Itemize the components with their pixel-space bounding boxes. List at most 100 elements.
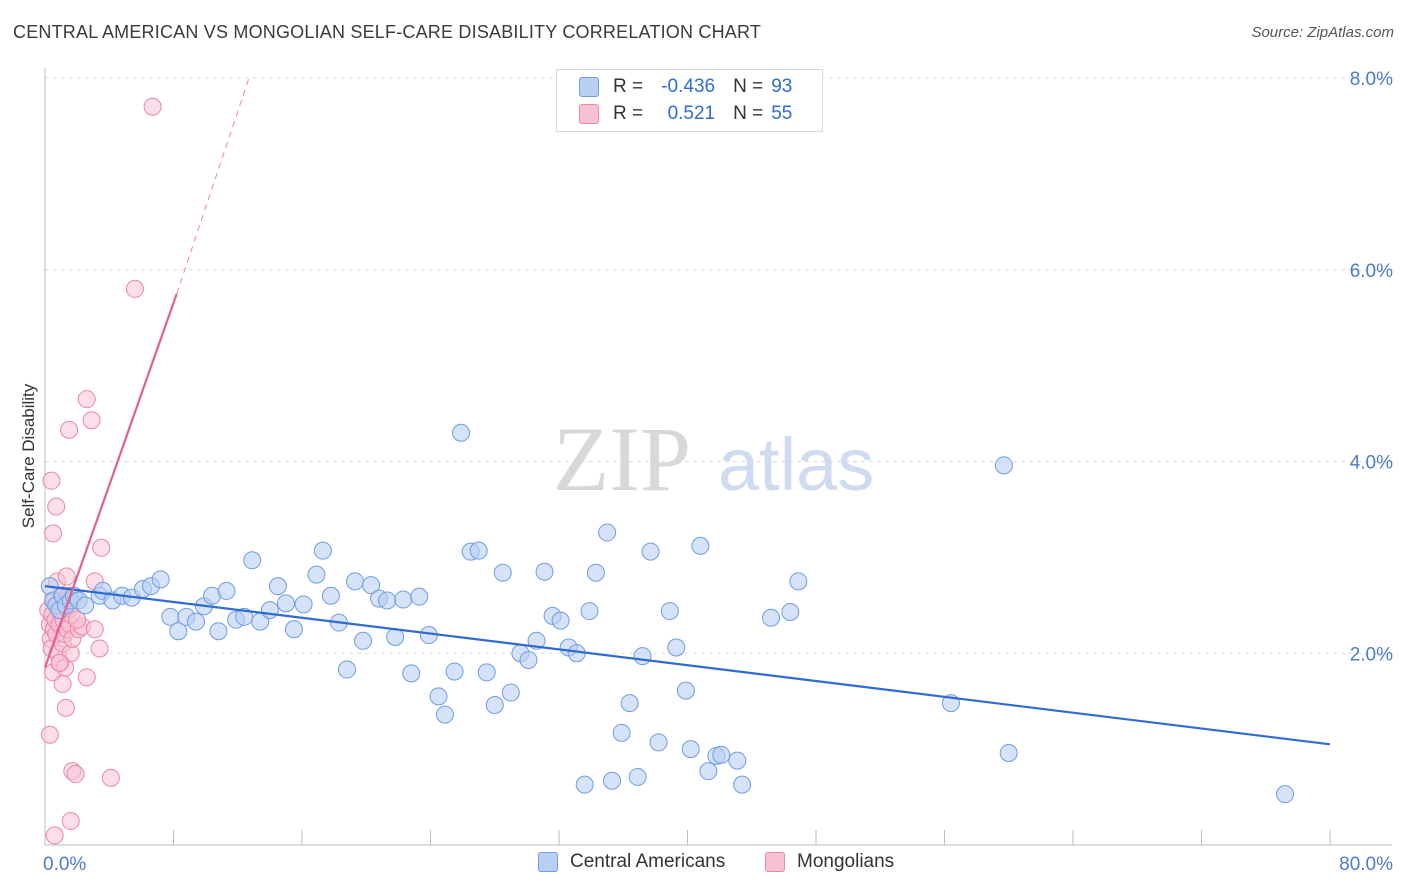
- mongolians-point: [60, 420, 79, 439]
- central-americans-point: [667, 638, 686, 657]
- mongolians-point: [85, 620, 104, 639]
- central-americans-point: [501, 683, 520, 702]
- watermark-zip: ZIP: [553, 408, 691, 510]
- central-americans-point: [354, 631, 373, 650]
- central-americans-point: [641, 542, 660, 561]
- mongolians-point: [50, 653, 69, 672]
- central-americans-point: [620, 694, 639, 713]
- legend-n-label: N =: [733, 76, 764, 97]
- central-americans-point: [535, 562, 554, 581]
- central-americans-point: [337, 660, 356, 679]
- mongolians-point: [40, 725, 59, 744]
- chart-title: CENTRAL AMERICAN VS MONGOLIAN SELF-CARE …: [13, 22, 762, 42]
- central-americans-point: [445, 662, 464, 681]
- central-americans-point: [691, 536, 710, 555]
- central-americans-point: [435, 705, 454, 724]
- central-americans-point: [209, 622, 228, 641]
- central-americans-point: [598, 523, 617, 542]
- correlation-legend: R = -0.436 N = 93 R = 0.521 N = 55: [556, 69, 823, 132]
- central-americans-point: [733, 775, 752, 794]
- central-americans-point: [712, 745, 731, 764]
- legend-r-label: R =: [613, 76, 644, 97]
- central-americans-point: [649, 733, 668, 752]
- y-tick-label: 6.0%: [1350, 261, 1393, 282]
- central-americans-point: [378, 591, 397, 610]
- central-americans-point: [276, 594, 295, 613]
- central-americans-point: [477, 663, 496, 682]
- legend-n-value: 93: [771, 76, 793, 97]
- blue-swatch: [579, 77, 599, 97]
- mongolians-point: [92, 538, 111, 557]
- series-name: Mongolians: [797, 851, 895, 872]
- mongolians-point: [42, 471, 61, 490]
- central-americans-point: [628, 767, 647, 786]
- mongolians-trend-extension: [176, 77, 250, 294]
- chart-source: Source: ZipAtlas.com: [1251, 24, 1394, 41]
- central-americans-point: [781, 603, 800, 622]
- central-americans-point: [294, 595, 313, 614]
- central-americans-point: [394, 590, 413, 609]
- mongolians-point: [82, 411, 101, 430]
- mongolians-points: [39, 97, 162, 845]
- y-tick-label: 8.0%: [1350, 69, 1393, 90]
- mongolians-point: [77, 390, 96, 409]
- central-americans-point: [307, 565, 326, 584]
- x-tick-label-min: 0.0%: [43, 854, 86, 875]
- central-americans-point: [469, 541, 488, 560]
- central-americans-point: [217, 581, 236, 600]
- central-americans-point: [362, 576, 381, 595]
- mongolians-point: [90, 639, 109, 658]
- central-americans-point: [402, 664, 421, 683]
- bottom-legend-central-americans: Central Americans: [538, 851, 725, 873]
- y-tick-label: 2.0%: [1350, 644, 1393, 665]
- y-tick-label: 4.0%: [1350, 453, 1393, 474]
- central-americans-point: [586, 563, 605, 582]
- central-americans-point: [313, 541, 332, 560]
- central-americans-point: [994, 456, 1013, 475]
- watermark-atlas: atlas: [718, 423, 874, 506]
- watermark: ZIP atlas: [553, 408, 874, 510]
- pink-swatch: [765, 852, 785, 872]
- central-americans-point: [485, 696, 504, 715]
- central-americans-point: [676, 681, 695, 700]
- tick-labels: 2.0% 4.0% 6.0% 8.0% 0.0% 80.0%: [43, 69, 1393, 875]
- central-americans-point: [575, 775, 594, 794]
- legend-n-value: 55: [771, 103, 793, 124]
- mongolians-point: [61, 812, 80, 831]
- mongolians-point: [56, 698, 75, 717]
- mongolians-trend-line: [43, 293, 178, 668]
- central-americans-point: [169, 622, 188, 641]
- legend-n-label: N =: [733, 103, 764, 124]
- legend-row-mongolians: R = 0.521 N = 55: [579, 101, 792, 127]
- central-americans-point: [268, 577, 287, 596]
- central-americans-point: [603, 771, 622, 790]
- bottom-legend-mongolians: Mongolians: [765, 851, 894, 873]
- mongolians-point: [125, 279, 144, 298]
- central-americans-point: [551, 611, 570, 630]
- series-name: Central Americans: [570, 851, 726, 872]
- pink-swatch: [579, 104, 599, 124]
- mongolians-point: [53, 674, 72, 693]
- central-americans-point: [789, 572, 808, 591]
- central-americans-point: [699, 762, 718, 781]
- central-americans-point: [1276, 785, 1295, 804]
- trend-lines: [43, 77, 1331, 746]
- central-americans-point: [321, 586, 340, 605]
- mongolians-point: [66, 765, 85, 784]
- central-americans-trend-line: [44, 585, 1331, 746]
- central-americans-point: [284, 620, 303, 639]
- central-americans-point: [999, 743, 1018, 762]
- central-americans-point: [151, 570, 170, 589]
- central-americans-point: [681, 740, 700, 759]
- central-americans-point: [452, 423, 471, 442]
- central-americans-point: [762, 608, 781, 627]
- mongolians-point: [47, 497, 66, 516]
- mongolians-point: [143, 97, 162, 116]
- axes: [44, 68, 1392, 846]
- mongolians-point: [44, 524, 63, 543]
- legend-r-value: 0.521: [667, 103, 716, 124]
- central-americans-point: [660, 602, 679, 621]
- legend-row-central-americans: R = -0.436 N = 93: [579, 74, 792, 100]
- central-americans-point: [633, 647, 652, 666]
